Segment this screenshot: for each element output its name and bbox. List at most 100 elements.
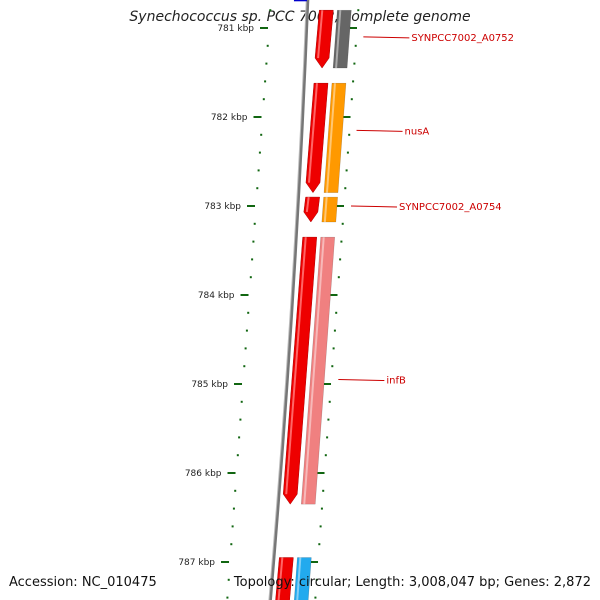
- minor-tick-right: [318, 543, 321, 546]
- minor-tick-right: [324, 454, 327, 457]
- minor-tick-right: [333, 329, 336, 332]
- gene-cog-bar: [332, 9, 352, 69]
- gene-arrow-shine: [305, 196, 310, 213]
- minor-tick: [269, 9, 272, 12]
- genome-backbone-highlight: [268, 0, 307, 600]
- minor-tick: [264, 80, 267, 83]
- map-title: Synechococcus sp. PCC 7002, complete gen…: [129, 9, 471, 25]
- major-tick: [227, 472, 236, 474]
- minor-tick-right: [335, 311, 338, 314]
- minor-tick: [227, 578, 230, 581]
- gene-cog-bar: [321, 196, 338, 223]
- tick-label: 785 kbp: [191, 380, 228, 390]
- tick-label: 784 kbp: [198, 291, 235, 301]
- minor-tick: [236, 454, 239, 457]
- minor-tick-right: [337, 276, 340, 279]
- major-tick-right: [343, 116, 351, 118]
- gene-arrow: [305, 82, 329, 194]
- gene-cog-bar-shine: [323, 197, 328, 223]
- minor-tick: [244, 347, 247, 350]
- tick-label: 787 kbp: [178, 558, 215, 568]
- major-tick-right: [311, 561, 319, 563]
- minor-tick-right: [314, 596, 317, 599]
- tick-label: 786 kbp: [185, 469, 222, 479]
- major-tick-right: [317, 472, 325, 474]
- tick-label: 782 kbp: [211, 113, 248, 123]
- gene-arrow: [314, 9, 334, 69]
- minor-tick: [232, 507, 235, 510]
- minor-tick-right: [346, 151, 349, 154]
- tick-label: 781 kbp: [217, 24, 254, 34]
- gene-label: nusA: [405, 126, 430, 137]
- major-tick-right: [324, 383, 332, 385]
- minor-tick-right: [353, 62, 356, 65]
- gene-label: infB: [386, 376, 406, 387]
- major-tick: [234, 383, 243, 385]
- minor-tick: [257, 169, 260, 172]
- gene-cog-bar-shine: [335, 10, 342, 69]
- minor-tick-right: [320, 507, 323, 510]
- major-tick: [221, 561, 230, 563]
- gene-label: SYNPCC7002_A0754: [399, 202, 502, 213]
- gene-cog-bar: [293, 557, 312, 600]
- gene-arrow: [282, 236, 318, 505]
- minor-tick: [231, 525, 234, 528]
- minor-tick-right: [322, 489, 325, 492]
- minor-tick: [238, 436, 241, 439]
- minor-tick-right: [315, 578, 318, 581]
- minor-tick-right: [340, 240, 343, 243]
- gene-cog-bar: [323, 82, 347, 193]
- gene-cog-bar-shine: [325, 83, 336, 193]
- minor-tick: [262, 98, 265, 101]
- minor-tick-right: [354, 44, 357, 47]
- minor-tick-right: [345, 169, 348, 172]
- minor-tick: [258, 151, 261, 154]
- minor-tick: [234, 489, 237, 492]
- minor-tick: [240, 400, 243, 403]
- minor-tick-right: [344, 187, 347, 190]
- minor-tick: [249, 276, 252, 279]
- gene-label-leader: [350, 205, 398, 208]
- minor-tick: [245, 329, 248, 332]
- minor-tick: [226, 596, 229, 599]
- minor-tick-right: [331, 365, 334, 368]
- edge-gene: [293, 0, 307, 2]
- gene-arrow-shine: [307, 83, 318, 183]
- minor-tick: [256, 187, 259, 190]
- minor-tick: [252, 240, 255, 243]
- tick-label: 783 kbp: [204, 202, 241, 212]
- minor-tick-right: [350, 98, 353, 101]
- major-tick: [240, 294, 249, 296]
- major-tick-right: [337, 205, 345, 207]
- gene-label-leader: [338, 379, 385, 382]
- minor-tick: [260, 133, 263, 136]
- major-tick-right: [330, 294, 338, 296]
- minor-tick-right: [352, 80, 355, 83]
- minor-tick-right: [332, 347, 335, 350]
- minor-tick: [243, 365, 246, 368]
- gene-arrow-shine: [277, 557, 284, 600]
- minor-tick: [247, 311, 250, 314]
- genome-summary-text: Topology: circular; Length: 3,008,047 bp…: [233, 575, 591, 590]
- minor-tick: [251, 258, 254, 261]
- gene-cog-bar: [300, 236, 336, 505]
- minor-tick: [265, 62, 268, 65]
- minor-tick: [253, 222, 256, 225]
- major-tick: [260, 27, 268, 29]
- gene-arrow-shine: [285, 237, 307, 495]
- gene-label-leader: [356, 129, 403, 132]
- minor-tick-right: [328, 400, 331, 403]
- minor-tick: [266, 44, 269, 47]
- minor-tick-right: [326, 436, 329, 439]
- gene-arrow-shine: [317, 10, 324, 59]
- gene-label-leader: [363, 36, 410, 39]
- major-tick-right: [350, 27, 357, 29]
- gene-cog-bar-shine: [303, 237, 325, 505]
- minor-tick-right: [319, 525, 322, 528]
- minor-tick-right: [327, 418, 330, 421]
- minor-tick: [239, 418, 242, 421]
- minor-tick-right: [357, 9, 360, 12]
- minor-tick: [230, 543, 233, 546]
